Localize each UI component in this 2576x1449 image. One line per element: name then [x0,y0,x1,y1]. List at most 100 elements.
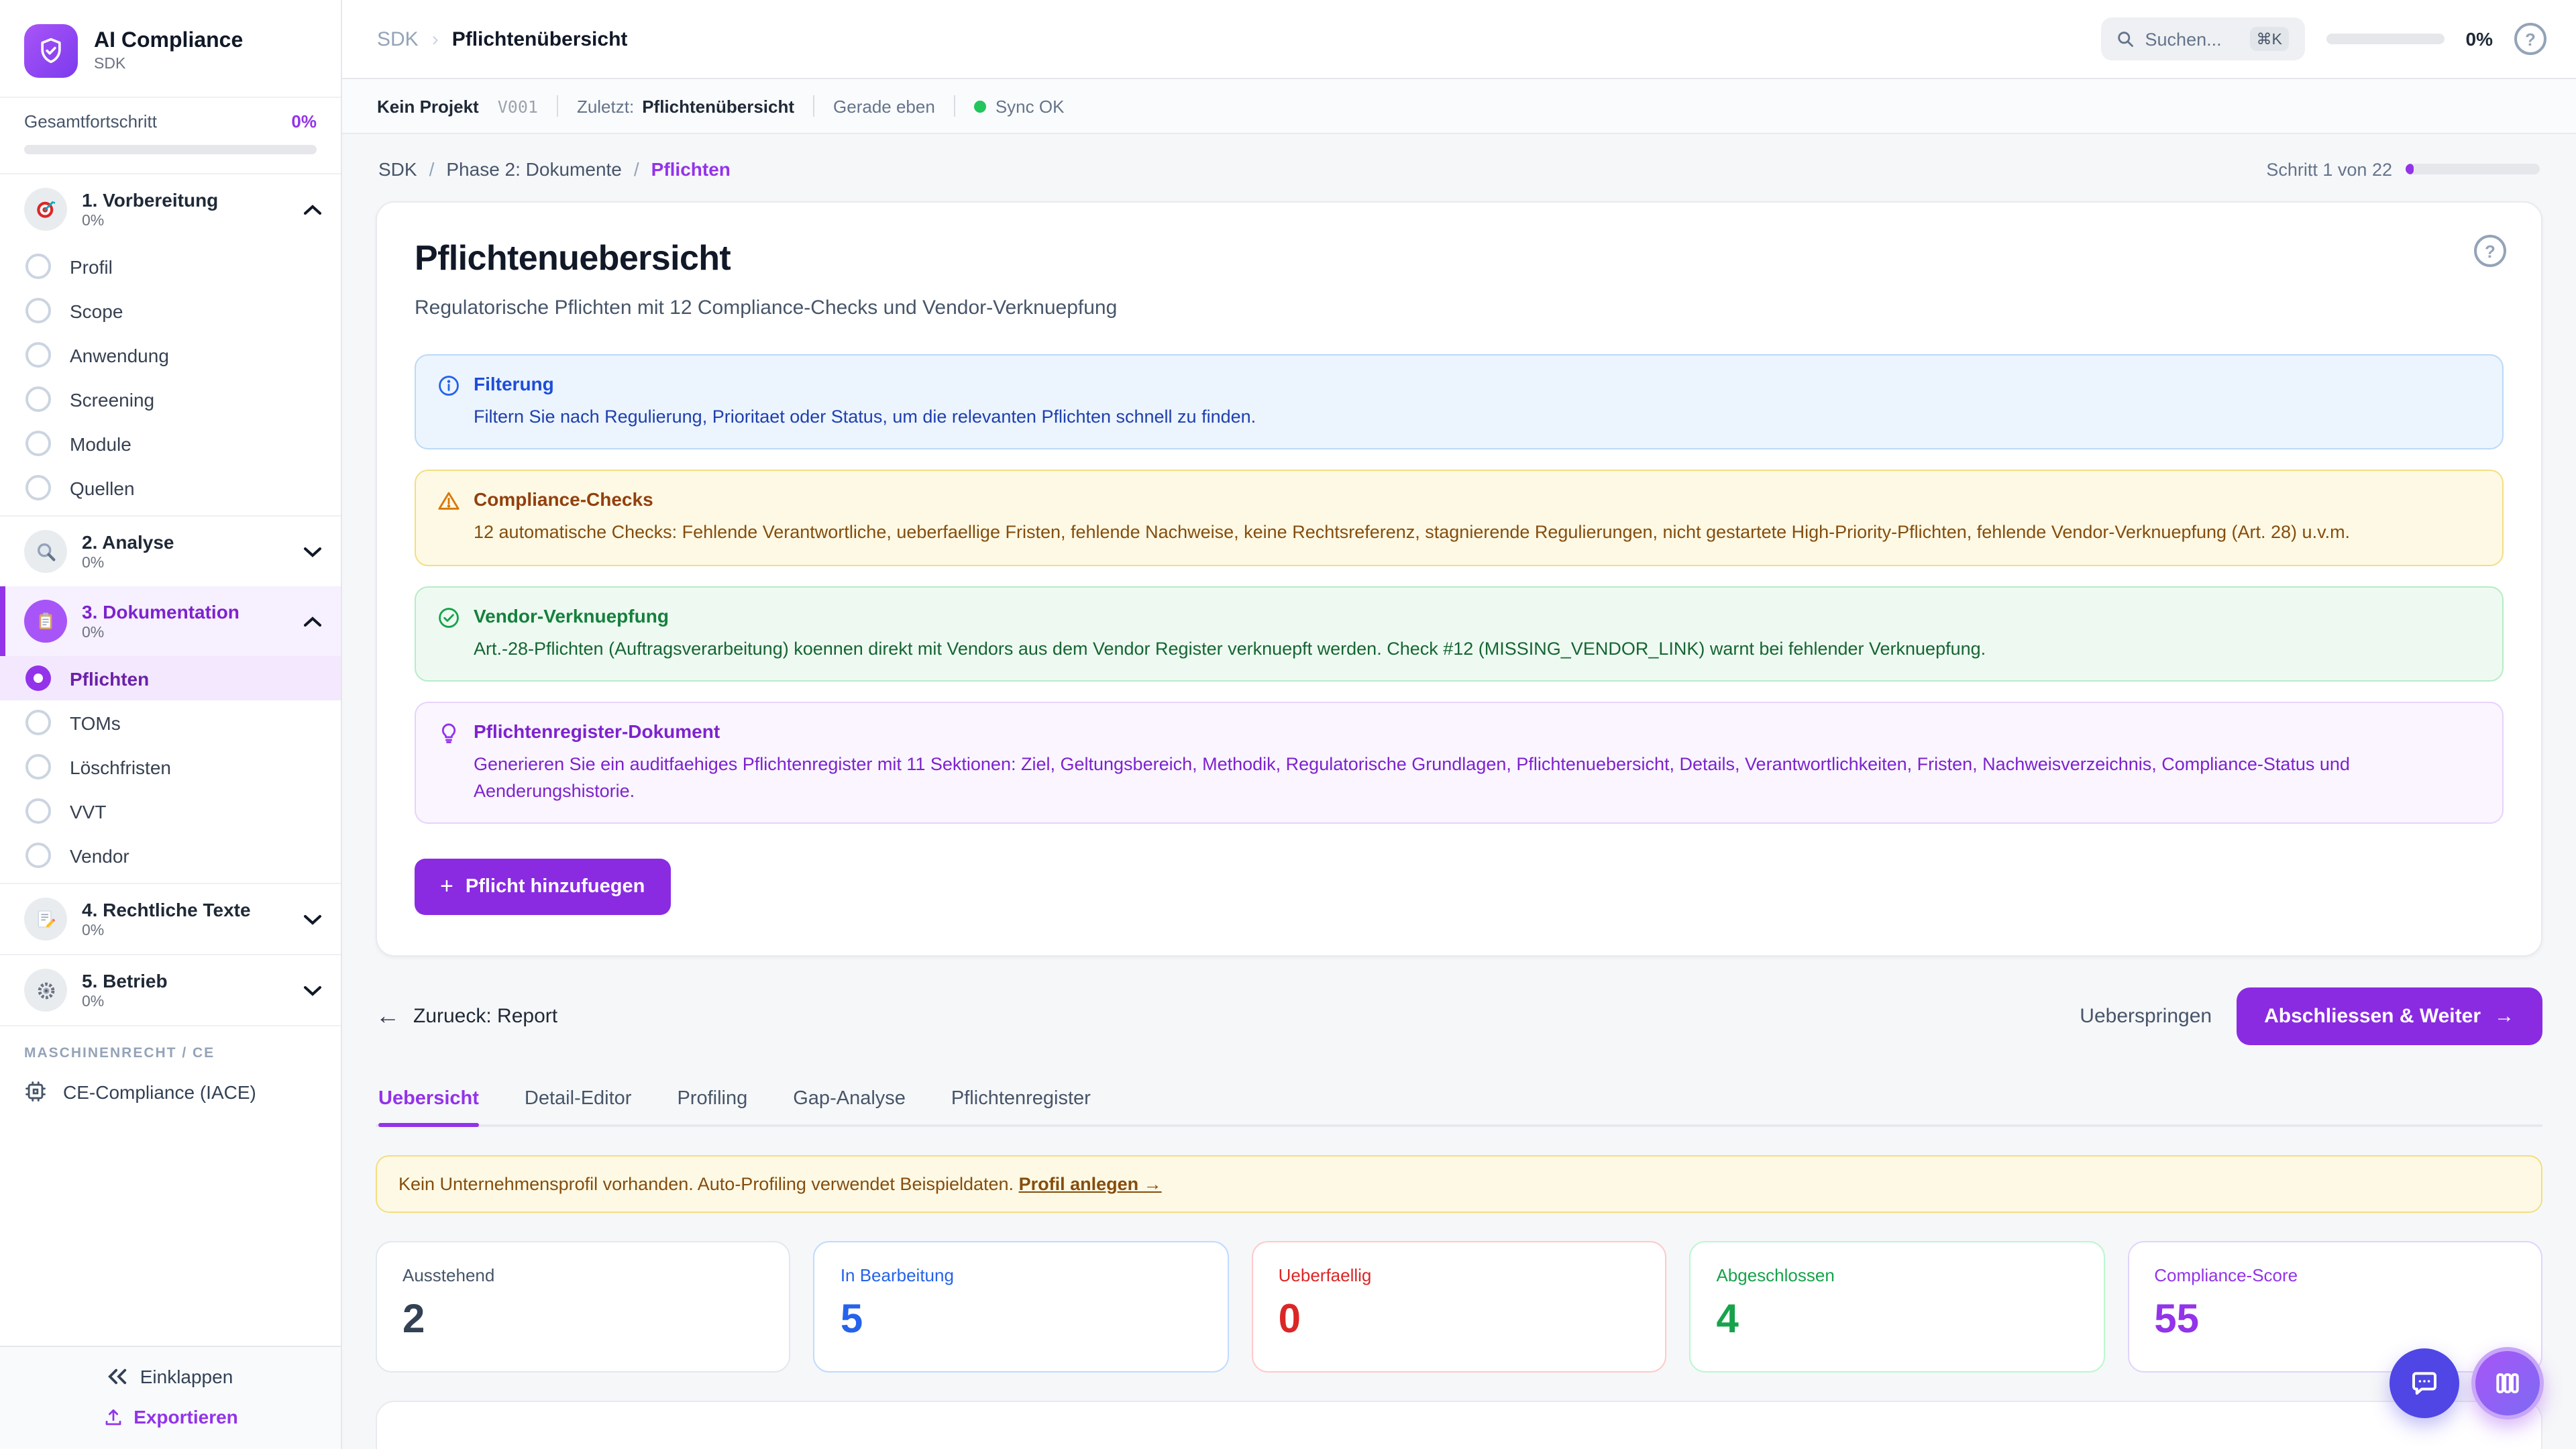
clipboard-icon [24,600,67,643]
sidebar-section-rechtliche-texte[interactable]: 4. Rechtliche Texte 0% [0,884,341,954]
sidebar-item-vvt[interactable]: VVT [0,789,341,833]
sidebar-item-pflichten[interactable]: Pflichten [0,656,341,700]
floating-buttons [2390,1347,2544,1419]
sidebar-section-analyse[interactable]: 2. Analyse 0% [0,517,341,586]
chat-fab-button[interactable] [2390,1348,2459,1418]
sidebar-item-anwendung[interactable]: Anwendung [0,333,341,377]
sidebar-item-ce-compliance[interactable]: CE-Compliance (IACE) [0,1069,341,1122]
step-progress-fill [2406,164,2414,174]
sync-ok-dot-icon [973,100,986,112]
radio-circle-icon [25,710,51,735]
radio-circle-icon [25,754,51,780]
stat-label: In Bearbeitung [840,1265,954,1286]
sidebar-item-label: Pflichten [70,667,150,689]
info-box-compliance-checks: Compliance-Checks 12 automatische Checks… [415,470,2504,566]
phase-breadcrumb: SDK / Phase 2: Dokumente / Pflichten [378,158,731,180]
phase-current: Pflichten [651,158,731,180]
stat-label: Ueberfaellig [1278,1265,1372,1286]
skip-button[interactable]: Ueberspringen [2080,1005,2212,1028]
info-box-text: Filtern Sie nach Regulierung, Prioritaet… [474,407,1256,427]
topbar: SDK › Pflichtenübersicht ⌘K 0% ? [342,0,2576,79]
divider [0,515,341,517]
stat-card-in-bearbeitung: In Bearbeitung 5 [813,1241,1229,1373]
tab-detail-editor[interactable]: Detail-Editor [524,1088,632,1110]
sidebar-item-toms[interactable]: TOMs [0,700,341,745]
phase-middle[interactable]: Phase 2: Dokumente [446,158,622,180]
sidebar-item-screening[interactable]: Screening [0,377,341,421]
back-button[interactable]: ← Zurueck: Report [376,1003,557,1031]
search-input[interactable] [2145,29,2239,49]
keyboard-shortcut-badge: ⌘K [2249,27,2289,51]
stat-label: Ausstehend [402,1265,495,1286]
sidebar-section-dokumentation[interactable]: 3. Dokumentation 0% [0,586,341,656]
chevron-down-icon [304,914,321,924]
sidebar-section-betrieb[interactable]: 5. Betrieb 0% [0,955,341,1025]
last-label: Zuletzt: [576,96,635,116]
lightbulb-icon [441,723,456,743]
back-label: Zurueck: Report [413,1005,558,1028]
search-box[interactable]: ⌘K [2100,17,2305,60]
last-saved-time: Gerade eben [833,96,935,116]
chevron-up-icon [304,204,321,214]
sidebar-section-vorbereitung[interactable]: 1. Vorbereitung 0% [0,174,341,244]
tab-profiling[interactable]: Profiling [677,1088,748,1110]
sidebar-item-quellen[interactable]: Quellen [0,466,341,510]
sidebar-item-label: Profil [70,256,113,277]
radio-circle-icon [25,843,51,868]
radio-selected-icon [25,665,51,691]
gear-icon [24,969,67,1012]
collapse-sidebar-button[interactable]: Einklappen [108,1366,233,1387]
breadcrumb-root[interactable]: SDK [377,28,419,50]
divider [813,95,815,117]
export-button[interactable]: Exportieren [103,1406,238,1428]
tab-uebersicht[interactable]: Uebersicht [378,1078,479,1128]
arrow-left-icon: ← [376,1002,400,1030]
info-box-text: Art.-28-Pflichten (Auftragsverarbeitung)… [474,638,1986,658]
sidebar-item-profil[interactable]: Profil [0,244,341,288]
divider [0,883,341,884]
sidebar-item-loeschfristen[interactable]: Löschfristen [0,745,341,789]
info-box-text: 12 automatische Checks: Fehlende Verantw… [474,522,2351,543]
overall-progress: Gesamtfortschritt 0% [0,97,341,173]
magnifier-icon [24,530,67,573]
divider [953,95,955,117]
sync-label: Sync OK [995,96,1065,116]
info-box-title: Vendor-Verknuepfung [474,604,669,626]
section-title: 1. Vorbereitung [82,189,219,211]
plus-icon: + [440,873,453,900]
upload-icon [105,1409,121,1425]
sidebar-footer: Einklappen Exportieren [0,1346,341,1449]
phase-root[interactable]: SDK [378,158,417,180]
info-boxes: Filterung Filtern Sie nach Regulierung, … [415,354,2504,824]
chevron-up-icon [304,616,321,626]
sidebar-item-label: Scope [70,300,123,321]
columns-panel-fab-button[interactable] [2471,1347,2544,1419]
app-header: AI Compliance SDK [0,0,341,97]
add-pflicht-button[interactable]: + Pflicht hinzufuegen [415,859,671,916]
header-progress-value: 0% [2465,28,2493,50]
version-badge: V001 [497,96,538,116]
stat-value: 2 [402,1297,425,1342]
section-progress: 0% [82,213,105,229]
create-profile-link[interactable]: Profil anlegen → [1018,1174,1162,1195]
sidebar-item-vendor[interactable]: Vendor [0,833,341,877]
cpu-chip-icon [25,1081,46,1102]
tab-gap-analyse[interactable]: Gap-Analyse [793,1088,906,1110]
breadcrumb-current: Pflichtenübersicht [451,28,628,50]
tab-pflichtenregister[interactable]: Pflichtenregister [951,1088,1091,1110]
finish-next-button[interactable]: Abschliessen & Weiter → [2236,987,2542,1046]
help-icon[interactable]: ? [2514,23,2546,55]
overall-progress-value: 0% [291,111,317,131]
last-value: Pflichtenübersicht [642,96,795,116]
finish-next-label: Abschliessen & Weiter [2264,1005,2481,1028]
sidebar-item-module[interactable]: Module [0,421,341,466]
stat-label: Abgeschlossen [1716,1265,1835,1286]
card-help-icon[interactable]: ? [2474,235,2506,267]
chevron-down-icon [304,547,321,557]
stat-value: 0 [1278,1297,1301,1342]
collapse-label: Einklappen [140,1366,233,1387]
section-items: Profil Scope Anwendung Screening Module … [0,244,341,515]
export-label: Exportieren [133,1406,238,1428]
divider [0,1025,341,1026]
sidebar-item-scope[interactable]: Scope [0,288,341,333]
